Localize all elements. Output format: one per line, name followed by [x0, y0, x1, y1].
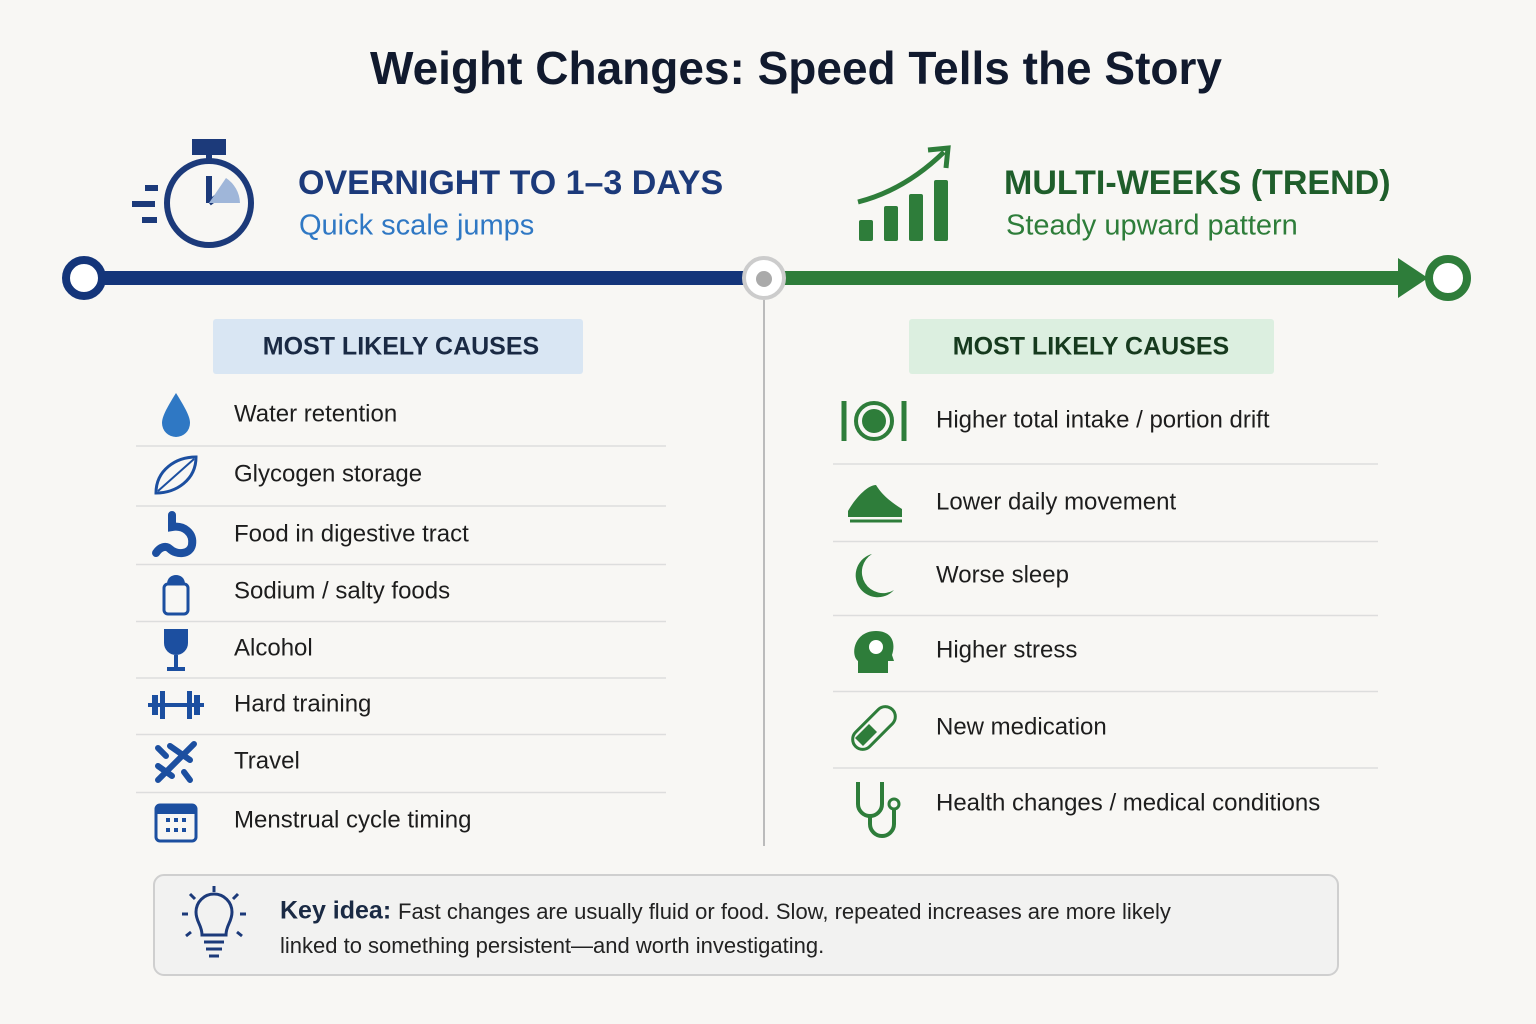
- item-icon: [152, 511, 197, 558]
- key-idea-box: [153, 874, 1339, 976]
- icon-part: [855, 724, 877, 746]
- growth-icon: [857, 145, 951, 241]
- cause-item: Travel: [234, 747, 300, 774]
- item-icon: [848, 485, 902, 523]
- title: Weight Changes: Speed Tells the Story: [370, 42, 1222, 94]
- icon-part: [194, 892, 234, 937]
- left-list: Water retention Glycogen storage Food in d…: [136, 393, 666, 843]
- cause-item: Water retention: [234, 400, 397, 427]
- item-icon: [164, 629, 188, 671]
- icon-part: [855, 554, 894, 598]
- right-causes-box: [909, 319, 1274, 374]
- icon-part: [884, 206, 898, 241]
- cause-item: Sodium / salty foods: [234, 577, 450, 604]
- cause-item: Health changes / medical conditions: [936, 789, 1320, 816]
- icon-part: [167, 655, 185, 671]
- cause-item: Hard training: [234, 690, 371, 717]
- right-heading: MULTI-WEEKS (TREND): [1004, 164, 1391, 202]
- cause-item: Alcohol: [234, 634, 313, 661]
- icon-part: [192, 139, 226, 155]
- icon-part: [152, 511, 197, 558]
- right-list: Higher total intake / portion drift Lower…: [833, 401, 1378, 838]
- icon-part: [934, 180, 948, 241]
- icon-part: [862, 409, 886, 433]
- icon-part: [154, 455, 198, 495]
- item-icon: [148, 691, 204, 719]
- left-subheading: Quick scale jumps: [299, 210, 534, 242]
- key-idea-text: Fast changes are usually fluid or food. …: [398, 899, 1171, 924]
- icon-part: [152, 695, 158, 715]
- item-icon: [856, 782, 901, 838]
- left-causes-box: [213, 319, 583, 374]
- item-icon: [154, 803, 198, 843]
- icon-part: [909, 194, 923, 241]
- timeline-start: [62, 256, 106, 300]
- cause-item: Higher stress: [936, 636, 1077, 663]
- icon-part: [187, 691, 192, 719]
- icon-part: [854, 401, 894, 441]
- icon-part: [851, 705, 897, 751]
- key-idea-label: Key idea:: [280, 897, 391, 925]
- item-icon: [855, 554, 894, 598]
- icon-part: [166, 818, 186, 832]
- cause-item: Higher total intake / portion drift: [936, 406, 1270, 433]
- icon-part: [927, 145, 951, 169]
- item-icon: [162, 575, 190, 616]
- icon-part: [157, 458, 195, 492]
- icon-part: [868, 808, 896, 838]
- cause-item: Lower daily movement: [936, 488, 1176, 515]
- icon-part: [209, 178, 240, 203]
- item-icon: [162, 393, 190, 437]
- icon-part: [869, 640, 883, 654]
- icon-part: [204, 940, 224, 958]
- icon-part: [164, 629, 188, 655]
- cause-item: Worse sleep: [936, 561, 1069, 588]
- icon-part: [194, 695, 200, 715]
- stopwatch-icon: [132, 139, 254, 248]
- icon-part: [156, 805, 196, 814]
- item-icon: [851, 705, 897, 751]
- icon-part: [848, 485, 902, 517]
- item-icon: [841, 401, 907, 441]
- cause-item: Glycogen storage: [234, 460, 422, 487]
- icon-part: [857, 150, 946, 205]
- item-icon: [154, 455, 198, 495]
- icon-part: [887, 797, 901, 811]
- icon-part: [841, 401, 907, 441]
- left-causes-label: MOST LIKELY CAUSES: [263, 333, 539, 361]
- right-subheading: Steady upward pattern: [1006, 210, 1298, 242]
- item-icon: [155, 741, 197, 783]
- cause-item: Food in digestive tract: [234, 520, 469, 547]
- icon-part: [160, 691, 165, 719]
- timeline-end: [1425, 255, 1471, 301]
- left-heading: OVERNIGHT TO 1–3 DAYS: [298, 164, 723, 202]
- icon-part: [167, 575, 185, 584]
- item-icon: [854, 631, 894, 673]
- icon-part: [162, 393, 190, 437]
- icon-part: [859, 220, 873, 241]
- right-causes-label: MOST LIKELY CAUSES: [953, 333, 1229, 361]
- timeline-arrow: [1398, 258, 1428, 298]
- icon-part: [132, 185, 158, 223]
- bulb-icon: [182, 886, 246, 958]
- cause-item: Menstrual cycle timing: [234, 806, 471, 833]
- icon-part: [182, 886, 246, 938]
- key-idea-text: linked to something persistent—and worth…: [280, 933, 824, 958]
- icon-part: [155, 741, 197, 783]
- cause-item: New medication: [936, 713, 1107, 740]
- timeline-middle-dot: [756, 271, 772, 287]
